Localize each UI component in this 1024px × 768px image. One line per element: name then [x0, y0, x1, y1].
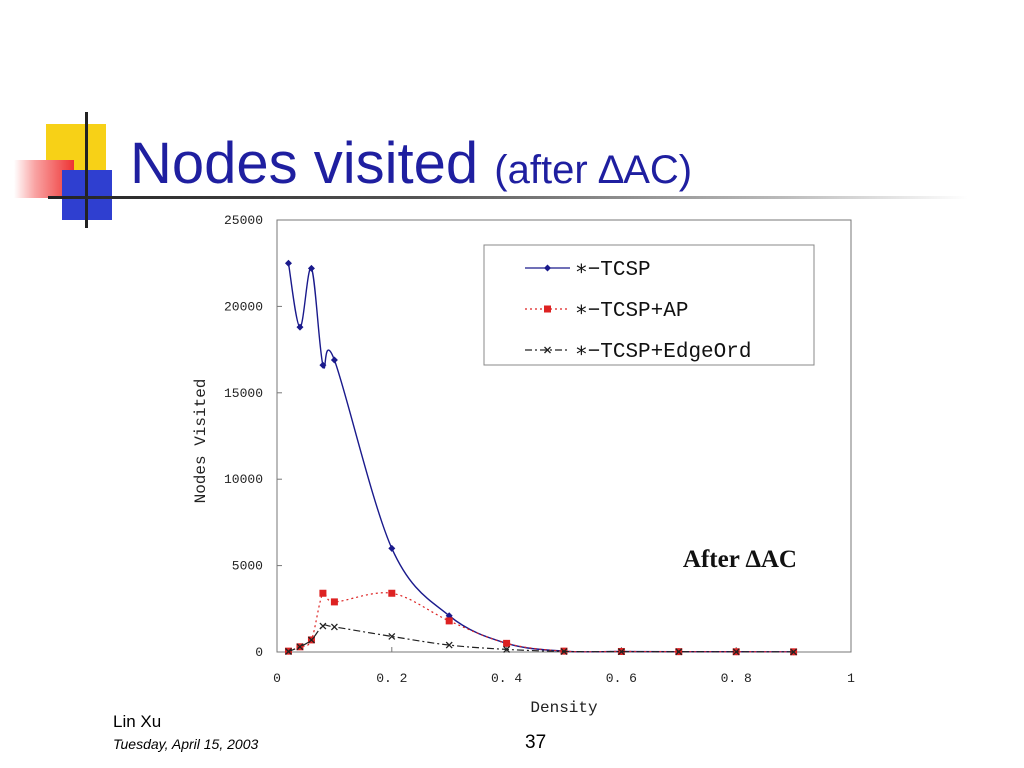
- data-point: [319, 590, 326, 597]
- slide-title-main: Nodes visited: [130, 131, 478, 196]
- y-tick-label: 10000: [224, 472, 263, 487]
- slide-title: Nodes visited (after ∆AC): [130, 128, 692, 206]
- x-tick-label: 0. 6: [606, 671, 637, 686]
- y-tick-label: 20000: [224, 299, 263, 314]
- x-tick-label: 1: [847, 671, 855, 686]
- legend-label: ∗−TCSP+EdgeOrd: [575, 341, 751, 364]
- decor-vertical-line: [85, 112, 88, 228]
- x-tick-label: 0: [273, 671, 281, 686]
- x-tick-label: 0. 8: [721, 671, 752, 686]
- page-number: 37: [525, 732, 546, 754]
- x-axis-label: Density: [530, 699, 598, 717]
- footer-author: Lin Xu: [113, 712, 161, 732]
- y-tick-label: 15000: [224, 386, 263, 401]
- data-point: [446, 617, 453, 624]
- x-tick-label: 0. 4: [491, 671, 522, 686]
- y-tick-label: 5000: [232, 559, 263, 574]
- legend-label: ∗−TCSP+AP: [575, 300, 688, 323]
- legend-label: ∗−TCSP: [575, 259, 651, 282]
- nodes-visited-chart: 0 5000 10000 15000 20000 25000 0 0. 2 0. 4 0. 6 0…: [180, 205, 870, 720]
- legend: ∗−TCSP ∗−TCSP+AP ∗−TCSP+EdgeOrd: [484, 245, 814, 365]
- y-tick-label: 0: [255, 645, 263, 660]
- chart-annotation: After ∆AC: [683, 546, 797, 573]
- data-point: [331, 598, 338, 605]
- y-axis-label: Nodes Visited: [192, 379, 210, 504]
- legend-swatch-marker: [544, 306, 551, 313]
- y-tick-label: 25000: [224, 213, 263, 228]
- x-tick-label: 0. 2: [376, 671, 407, 686]
- slide-title-sub: (after ∆AC): [494, 148, 692, 192]
- y-axis: 0 5000 10000 15000 20000 25000: [224, 213, 282, 660]
- data-point: [388, 590, 395, 597]
- footer-date: Tuesday, April 15, 2003: [113, 736, 258, 752]
- data-point: [503, 640, 510, 647]
